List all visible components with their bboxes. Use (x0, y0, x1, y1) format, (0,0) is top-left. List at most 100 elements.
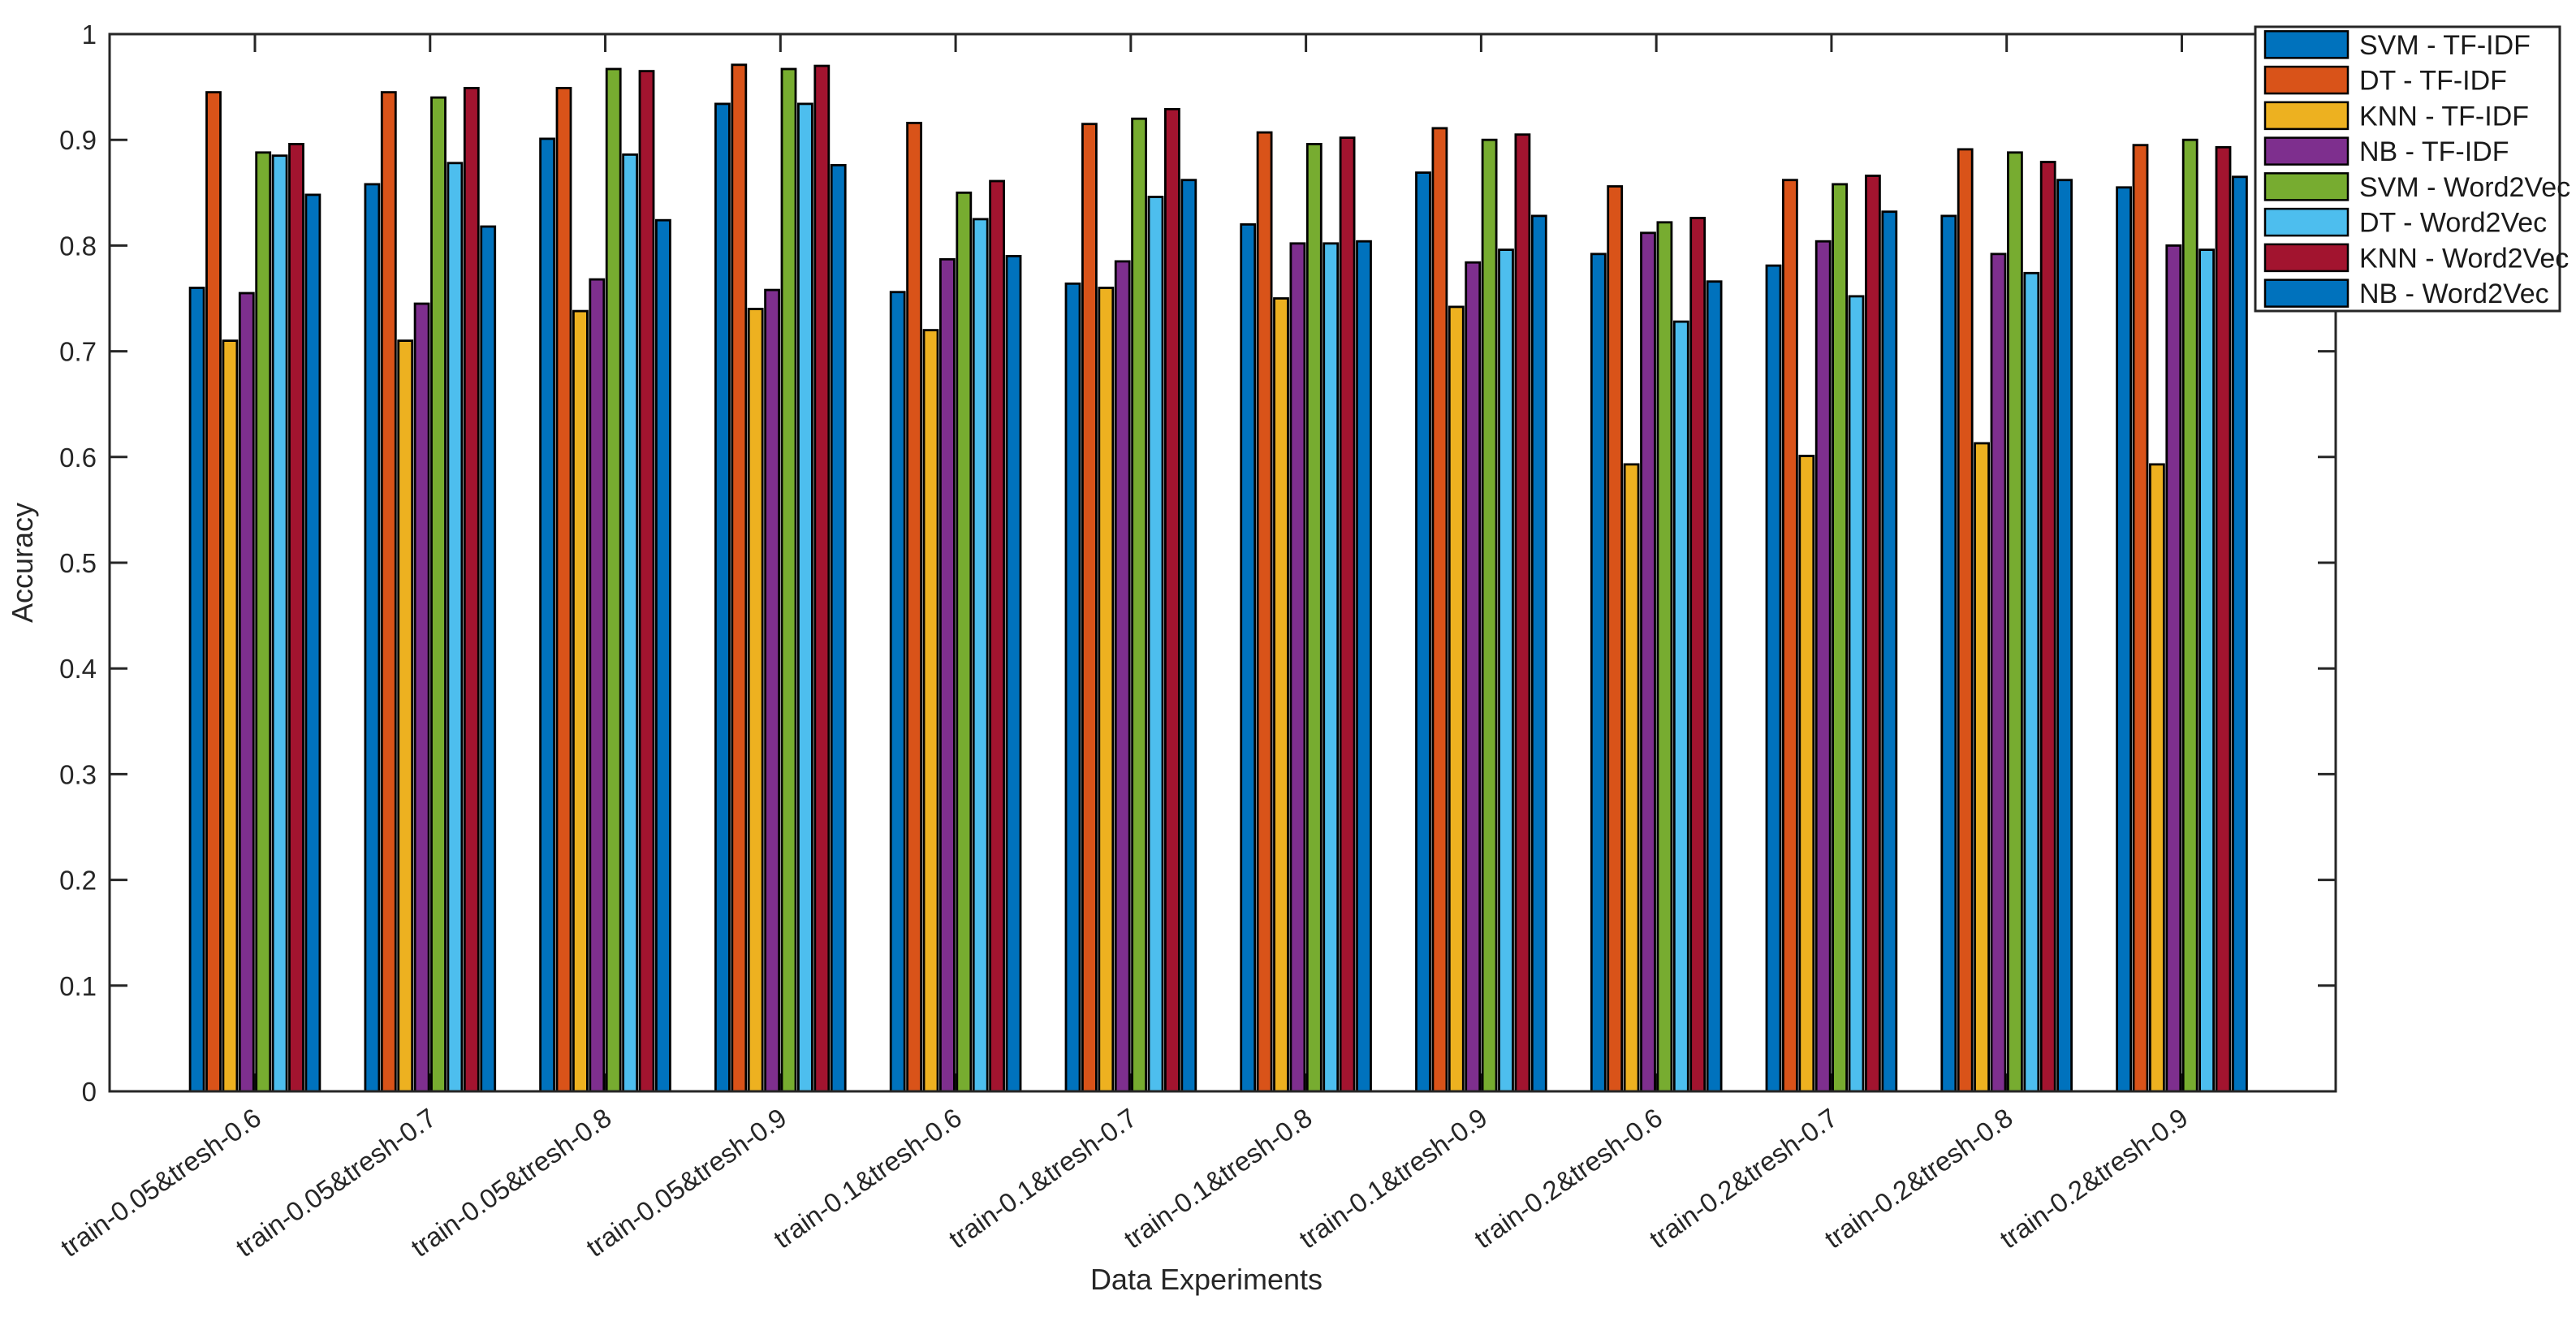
bar (1656, 221, 1673, 1093)
bar (1180, 179, 1197, 1093)
x-tick-label: train-0.2&tresh-0.6 (1469, 1102, 1668, 1254)
bar (747, 308, 764, 1093)
bar (413, 302, 430, 1093)
x-tick-label: train-0.1&tresh-0.6 (768, 1102, 967, 1254)
legend-swatch (2263, 279, 2349, 308)
bar (1881, 210, 1898, 1093)
bar (622, 153, 638, 1093)
bar (1273, 297, 1289, 1093)
y-tick-label: 0.5 (59, 548, 97, 578)
y-tick-label: 0.7 (59, 337, 97, 367)
legend-swatch (2263, 65, 2349, 95)
bar (2165, 244, 2182, 1093)
bar (638, 70, 655, 1093)
bar (889, 291, 906, 1093)
bar (1498, 248, 1514, 1093)
bar (1147, 196, 1164, 1093)
bar (1940, 214, 1957, 1093)
bar (1990, 253, 2007, 1093)
legend-swatch (2263, 243, 2349, 273)
bar (2023, 271, 2040, 1093)
bar (589, 278, 606, 1093)
bar (1164, 107, 1180, 1093)
bar (2215, 145, 2232, 1093)
bar (1305, 142, 1323, 1093)
bar (1240, 222, 1257, 1093)
bar (188, 287, 205, 1093)
bar (1131, 117, 1147, 1093)
bar (255, 151, 272, 1093)
legend-label: KNN - Word2Vec (2359, 243, 2569, 274)
bar (1781, 179, 1798, 1093)
bar (956, 191, 973, 1093)
y-axis-label: Accuracy (6, 503, 39, 623)
bar (1765, 264, 1782, 1093)
bar (1356, 240, 1372, 1093)
legend-label: NB - TF-IDF (2359, 136, 2509, 167)
bar (1798, 455, 1815, 1093)
bar (1481, 138, 1498, 1093)
bar (2116, 186, 2133, 1093)
bar (1848, 295, 1865, 1093)
y-tick-label: 0 (82, 1077, 97, 1107)
bar (1814, 240, 1832, 1093)
bar (1623, 463, 1640, 1093)
y-tick-label: 0.2 (59, 866, 97, 896)
bar (1832, 183, 1849, 1093)
bar (731, 63, 748, 1093)
bar (1114, 260, 1131, 1093)
bar (397, 339, 414, 1093)
bar (304, 193, 321, 1093)
bar (655, 218, 671, 1093)
bar (1640, 231, 1656, 1093)
bar (364, 183, 381, 1093)
y-tick-label: 1 (82, 19, 97, 50)
y-tick-label: 0.9 (59, 125, 97, 155)
bar (288, 142, 304, 1093)
x-axis-label: Data Experiments (1090, 1263, 1323, 1296)
bars-layer (188, 63, 2248, 1093)
bar (2181, 138, 2198, 1093)
bar (1081, 123, 1098, 1093)
legend-label: SVM - Word2Vec (2359, 172, 2570, 203)
bar (605, 67, 622, 1093)
bar (463, 87, 480, 1093)
bar (1864, 175, 1881, 1093)
bar (797, 102, 813, 1093)
bar (238, 292, 255, 1093)
bar (2231, 175, 2248, 1093)
bar (1098, 287, 1115, 1093)
x-tick-label: train-0.1&tresh-0.8 (1119, 1102, 1318, 1254)
y-tick-label: 0.8 (59, 231, 97, 261)
bar (1957, 148, 1974, 1093)
bar (480, 225, 497, 1093)
bar (1689, 217, 1707, 1093)
x-tick-label: train-0.2&tresh-0.7 (1644, 1102, 1843, 1254)
bar (906, 121, 922, 1093)
y-tick-label: 0.6 (59, 443, 97, 473)
bar (222, 339, 239, 1093)
bar (972, 218, 989, 1093)
bar (430, 96, 447, 1093)
legend-swatch (2263, 101, 2349, 131)
bar (780, 67, 797, 1093)
y-tick-label: 0.3 (59, 759, 97, 789)
bar (1339, 136, 1356, 1093)
bar (2132, 144, 2149, 1093)
bar (1514, 133, 1531, 1093)
bar (205, 91, 222, 1093)
legend-swatch (2263, 136, 2349, 166)
legend-label: SVM - TF-IDF (2359, 30, 2531, 61)
bar (539, 137, 555, 1093)
bar (572, 309, 589, 1093)
bar (1607, 185, 1624, 1093)
x-tick-label: train-0.1&tresh-0.9 (1293, 1102, 1492, 1254)
bar (764, 288, 780, 1093)
bar (939, 257, 956, 1093)
bar (1256, 131, 1273, 1093)
legend-label: DT - Word2Vec (2359, 208, 2547, 239)
bar (271, 154, 288, 1093)
legend-label: DT - TF-IDF (2359, 66, 2507, 97)
x-tick-label: train-0.2&tresh-0.8 (1819, 1102, 2018, 1254)
